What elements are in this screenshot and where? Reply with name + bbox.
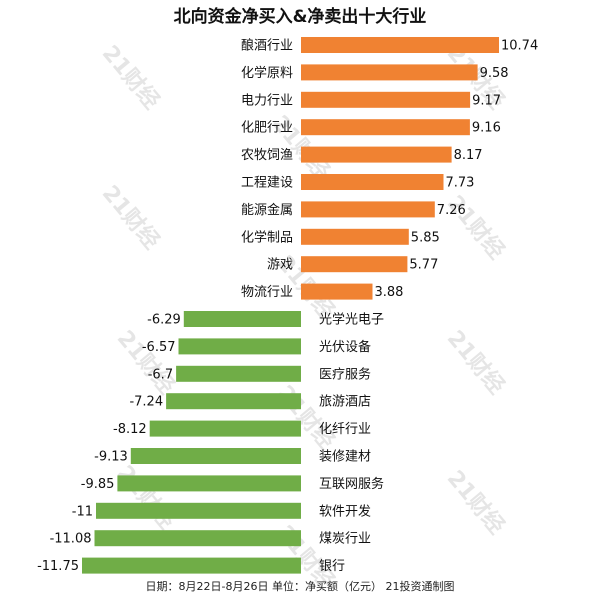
bar	[301, 256, 408, 273]
bar	[130, 448, 301, 464]
category-label: 酿酒行业	[241, 38, 293, 54]
bar	[301, 37, 499, 53]
category-label: 化学制品	[241, 229, 293, 245]
chart-title: 北向资金净买入&净卖出十大行业	[173, 7, 427, 27]
category-label: 化纤行业	[319, 422, 371, 437]
value-label: 9.17	[472, 93, 501, 108]
bar	[117, 475, 302, 492]
value-label: 9.16	[472, 121, 501, 136]
value-label: -6.57	[142, 340, 176, 355]
value-label: -11.08	[50, 532, 92, 547]
value-label: -11.75	[37, 559, 79, 574]
category-label: 软件开发	[319, 503, 371, 519]
value-label: 8.17	[454, 148, 483, 163]
value-label: 9.58	[480, 66, 509, 81]
bar	[183, 311, 301, 327]
value-label: 7.73	[446, 176, 475, 191]
bar	[149, 420, 301, 437]
bar	[94, 530, 301, 547]
bar	[301, 228, 409, 245]
bar	[82, 557, 301, 574]
bar	[301, 64, 478, 81]
bar	[301, 146, 452, 163]
bar	[301, 119, 470, 136]
category-label: 化学原料	[241, 65, 293, 81]
category-label: 电力行业	[241, 93, 293, 108]
bar	[301, 201, 435, 218]
category-label: 工程建设	[241, 176, 293, 191]
category-label: 旅游酒店	[319, 395, 371, 410]
bar	[301, 91, 471, 108]
category-label: 物流行业	[241, 285, 293, 300]
category-label: 能源金属	[241, 202, 293, 218]
value-label: -6.7	[148, 367, 173, 382]
bar	[96, 502, 301, 519]
category-label: 光伏设备	[319, 339, 371, 355]
category-label: 医疗服务	[319, 366, 371, 382]
value-label: 3.88	[375, 285, 404, 300]
category-label: 装修建材	[319, 450, 371, 465]
category-label: 化肥行业	[241, 121, 293, 136]
bar	[178, 338, 301, 355]
value-label: 5.77	[409, 258, 438, 273]
value-label: -7.24	[129, 395, 163, 410]
value-label: -8.12	[113, 422, 147, 437]
bar	[176, 365, 301, 382]
value-label: -9.13	[94, 450, 128, 465]
category-label: 游戏	[267, 258, 293, 273]
value-label: 7.26	[437, 203, 466, 218]
chart-footer: 日期：8月22日-8月26日 单位：净买额（亿元） 21投资通制图	[145, 580, 455, 593]
bar	[166, 393, 301, 410]
value-label: -9.85	[81, 477, 115, 492]
value-label: -11	[72, 504, 93, 519]
value-label: -6.29	[147, 313, 181, 328]
category-label: 农牧饲渔	[241, 148, 293, 163]
category-label: 煤炭行业	[319, 532, 371, 547]
bar	[301, 174, 444, 190]
category-label: 银行	[319, 559, 345, 574]
category-label: 光学光电子	[319, 312, 384, 328]
category-label: 互联网服务	[319, 476, 384, 492]
value-label: 10.74	[501, 39, 538, 54]
value-label: 5.85	[411, 230, 440, 245]
bar	[301, 283, 373, 300]
